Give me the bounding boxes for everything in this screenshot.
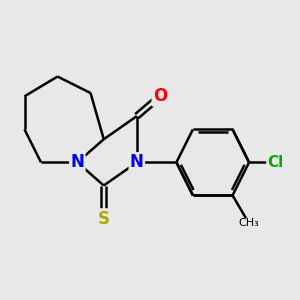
Text: Cl: Cl (267, 155, 284, 170)
Text: N: N (70, 153, 84, 171)
Text: S: S (98, 209, 110, 227)
Text: N: N (130, 153, 144, 171)
Text: CH₃: CH₃ (239, 218, 260, 229)
Text: O: O (153, 87, 167, 105)
